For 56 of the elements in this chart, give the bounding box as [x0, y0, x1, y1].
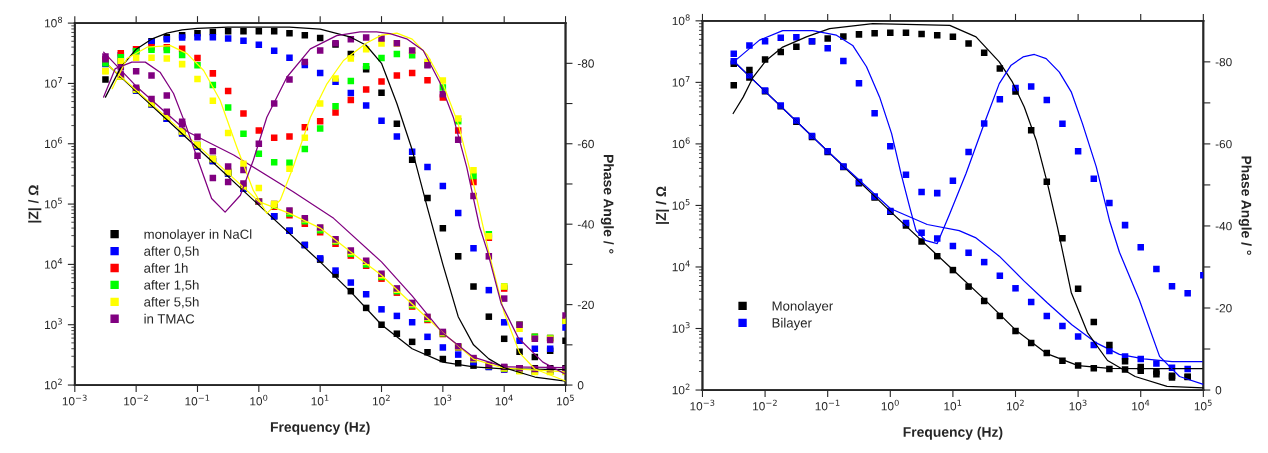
y-tick-label: 10$^{8}$	[45, 16, 63, 28]
y-tick-label: 10$^{4}$	[672, 260, 690, 272]
y2-tick-label: 0	[1215, 386, 1222, 395]
y-tick-label: 10$^{8}$	[672, 14, 690, 26]
y-tick-label: 10$^{6}$	[672, 137, 690, 149]
legend-label: Bilayer	[772, 317, 812, 331]
y-tick-label: 10$^{7}$	[45, 77, 62, 88]
x-tick-label: 10$^{0}$	[250, 394, 268, 406]
legend-label: after 0,5h	[144, 246, 199, 258]
x-axis-title: Frequency (Hz)	[903, 426, 1003, 440]
x-tick-label: 10$^{5}$	[556, 394, 574, 406]
y-tick-label: 10$^{4}$	[45, 258, 63, 269]
x-tick-label: 10$^{3}$	[434, 394, 452, 406]
x-tick-label: 10$^{−3}$	[62, 394, 87, 406]
legend-label: monolayer in NaCl	[144, 229, 252, 242]
y-tick-label: 10$^{3}$	[672, 322, 690, 333]
x-tick-label: 10$^{−1}$	[815, 399, 840, 411]
x-tick-label: 10$^{−2}$	[753, 399, 777, 411]
y2-tick-label: -20	[577, 300, 594, 310]
legend-label: after 1,5h	[144, 279, 199, 292]
legend-label: Monolayer	[772, 300, 833, 314]
y2-tick-label: -80	[577, 59, 594, 68]
x-tick-label: 10$^{2}$	[372, 394, 390, 406]
y-tick-label: 10$^{2}$	[45, 378, 62, 390]
y2-tick-label: -60	[577, 139, 594, 149]
y-tick-label: 10$^{3}$	[45, 318, 62, 330]
y-tick-label: 10$^{7}$	[672, 76, 690, 87]
x-tick-label: 10$^{3}$	[1069, 399, 1087, 411]
y-tick-label: 10$^{5}$	[672, 199, 690, 210]
y2-tick-label: -40	[577, 220, 594, 229]
x-tick-label: 10$^{0}$	[881, 399, 899, 411]
legend-label: in TMAC	[144, 313, 195, 324]
x-tick-label: 10$^{1}$	[311, 394, 329, 406]
y2-axis-title: Phase Angle / °	[600, 155, 614, 254]
y-tick-label: 10$^{2}$	[672, 383, 690, 395]
x-tick-label: 10$^{4}$	[495, 394, 513, 406]
x-tick-label: 10$^{−3}$	[690, 399, 715, 411]
y-axis-title: |Z| / Ω	[28, 185, 42, 223]
y2-axis-title: Phase Angle / °	[1238, 156, 1252, 255]
y2-tick-label: -20	[1215, 304, 1232, 313]
y2-tick-label: 0	[577, 381, 584, 390]
x-tick-label: 10$^{5}$	[1194, 399, 1212, 411]
x-axis-title: Frequency (Hz)	[270, 421, 370, 435]
x-tick-label: 10$^{−1}$	[185, 394, 210, 406]
y2-tick-label: -60	[1215, 139, 1232, 149]
x-tick-label: 10$^{1}$	[944, 399, 962, 411]
y2-tick-label: -40	[1215, 221, 1232, 231]
x-tick-label: 10$^{−2}$	[124, 394, 148, 406]
x-tick-label: 10$^{4}$	[1132, 399, 1150, 411]
y-tick-label: 10$^{6}$	[45, 137, 63, 149]
legend-label: after 1h	[144, 263, 188, 273]
x-tick-label: 10$^{2}$	[1006, 399, 1024, 411]
y-axis-title: |Z| / Ω	[655, 186, 669, 224]
y-tick-label: 10$^{5}$	[45, 197, 62, 209]
y2-tick-label: -80	[1215, 57, 1232, 67]
legend-label: after 5,5h	[144, 296, 199, 309]
